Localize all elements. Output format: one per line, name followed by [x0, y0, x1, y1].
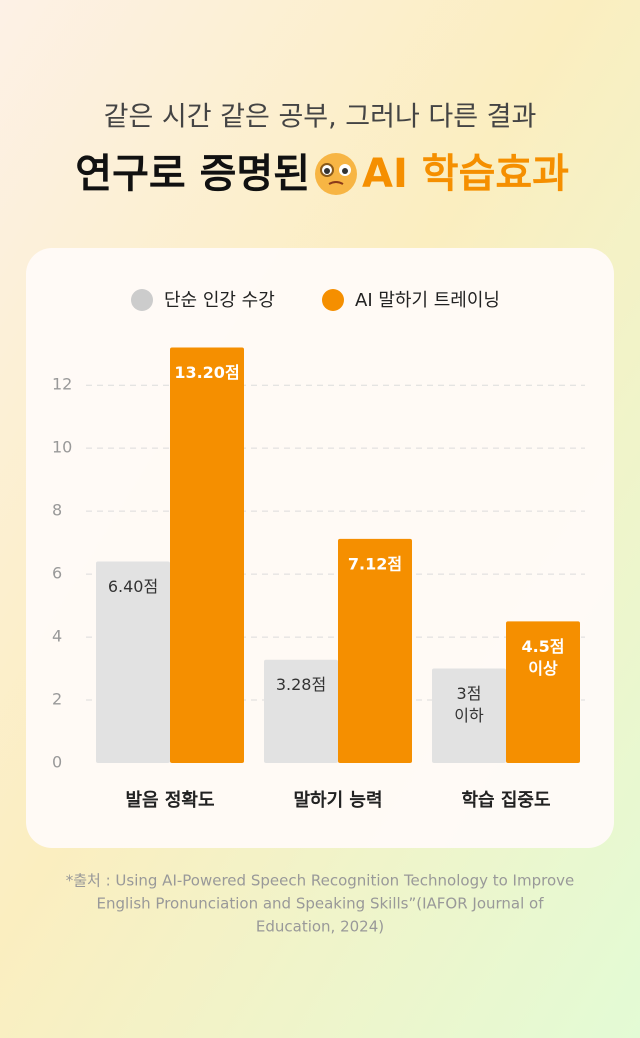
legend-label: 단순 인강 수강: [164, 290, 275, 311]
legend-swatch: [322, 289, 344, 311]
bar: [170, 347, 244, 763]
value-label: 7.12점: [348, 554, 402, 573]
y-tick-label: 6: [52, 564, 62, 583]
bar: [338, 538, 412, 763]
x-tick-label: 말하기 능력: [293, 790, 382, 811]
source-note: Education, 2024): [256, 918, 384, 936]
value-label: 이하: [454, 706, 484, 725]
value-label: 이상: [528, 659, 558, 678]
emoji: [315, 153, 357, 195]
y-tick-label: 8: [52, 501, 62, 520]
title-highlight: AI 학습효과: [362, 151, 569, 197]
y-tick-label: 10: [52, 438, 72, 457]
legend-label: AI 말하기 트레이닝: [355, 290, 500, 311]
value-label: 3점: [457, 684, 482, 703]
y-tick-label: 0: [52, 753, 62, 772]
value-label: 6.40점: [108, 577, 158, 596]
value-label: 13.20점: [174, 363, 239, 382]
value-label: 4.5점: [521, 637, 564, 656]
value-label: 3.28점: [276, 675, 326, 694]
y-tick-label: 2: [52, 690, 62, 709]
title: 연구로 증명된: [75, 151, 310, 197]
bar: [506, 621, 580, 763]
y-tick-label: 4: [52, 627, 62, 646]
legend-swatch: [131, 289, 153, 311]
x-tick-label: 학습 집중도: [461, 789, 550, 811]
bar: [432, 668, 506, 763]
bar: [264, 659, 338, 763]
x-tick-label: 발음 정확도: [125, 790, 214, 811]
source-note: *출처 : Using AI-Powered Speech Recognitio…: [66, 872, 575, 890]
y-tick-label: 12: [52, 375, 72, 394]
subtitle: 같은 시간 같은 공부, 그러나 다른 결과: [104, 102, 537, 133]
bar: [96, 561, 170, 763]
source-note: English Pronunciation and Speaking Skill…: [96, 895, 544, 913]
